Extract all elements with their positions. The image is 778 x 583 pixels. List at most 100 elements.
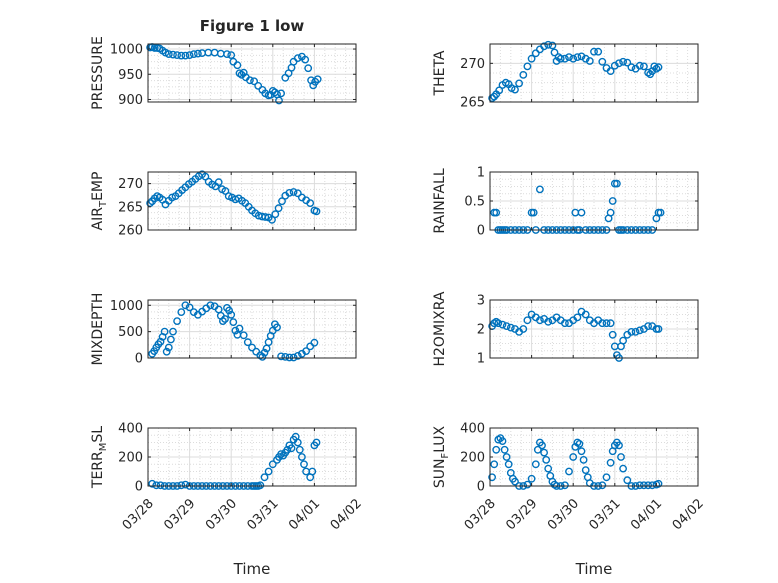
data-point [181, 301, 190, 310]
data-point [306, 199, 315, 208]
data-point [164, 343, 173, 352]
data-point [654, 479, 663, 488]
data-point [295, 445, 304, 454]
data-point [577, 447, 586, 456]
data-point [569, 453, 578, 461]
subplot-2: 260 265 270 AIRTEMP [90, 170, 357, 239]
y-tick-label: 0.5 [464, 195, 485, 210]
data-point [293, 54, 302, 62]
data-point [223, 50, 231, 58]
data-point [277, 89, 285, 98]
data-point [529, 208, 538, 217]
data-point [490, 460, 499, 469]
data-point [627, 63, 636, 72]
data-point [156, 481, 165, 490]
data-point [565, 53, 573, 61]
y-axis-label: AIRTEMP [90, 172, 109, 231]
data-point [214, 178, 223, 187]
data-point [275, 96, 283, 105]
data-point [193, 49, 202, 58]
data-point [619, 57, 627, 66]
data-point [619, 336, 627, 345]
data-point [523, 316, 532, 325]
y-tick-label: 900 [118, 93, 143, 108]
data-point [504, 460, 513, 469]
data-point [281, 352, 290, 361]
y-axis-label: SUNFLUX [432, 425, 451, 488]
data-point [260, 473, 269, 482]
y-tick-label: 0 [135, 352, 143, 367]
axes-background [148, 300, 356, 358]
data-point [540, 42, 548, 51]
data-point [581, 466, 590, 474]
data-point [654, 63, 663, 72]
data-point [245, 76, 254, 85]
data-point [185, 51, 194, 59]
y-tick-label: 2 [477, 323, 485, 338]
data-point [261, 213, 270, 221]
data-point [301, 55, 310, 64]
y-axis-label: THETA [432, 50, 448, 96]
data-point [635, 326, 644, 335]
y-tick-label: 265 [118, 200, 143, 215]
data-point [173, 51, 182, 59]
data-point [181, 51, 190, 60]
data-point [169, 50, 177, 59]
data-series [488, 40, 663, 103]
data-point [293, 438, 302, 447]
y-tick-label: 200 [118, 451, 143, 466]
data-point [492, 445, 501, 454]
y-axis-label: MIXDEPTH [90, 293, 106, 366]
data-point [538, 441, 546, 450]
data-point [177, 51, 186, 60]
data-point [619, 464, 627, 473]
y-tick-label: 1 [477, 352, 485, 367]
data-point [310, 338, 319, 347]
data-series [146, 170, 321, 224]
data-point [285, 188, 294, 197]
data-point [585, 57, 594, 65]
data-point [579, 455, 588, 464]
data-point [164, 50, 173, 58]
data-point [150, 44, 159, 52]
y-tick-label: 0 [135, 480, 143, 495]
data-point [581, 54, 590, 63]
data-point [162, 347, 171, 356]
subplot-0: 900 950 1000 PRESSURE [90, 36, 357, 110]
data-point [231, 326, 240, 335]
data-point [635, 481, 644, 490]
data-point [544, 40, 553, 49]
data-point [185, 303, 194, 312]
data-point [573, 313, 582, 322]
data-point [248, 343, 256, 352]
data-point [542, 455, 551, 464]
x-axis-label: Time [575, 560, 613, 578]
data-point [173, 317, 182, 325]
data-point [644, 481, 652, 490]
y-tick-label: 270 [118, 177, 143, 192]
data-point [297, 453, 306, 461]
data-point [544, 317, 553, 326]
y-tick-label: 1000 [110, 299, 143, 314]
y-tick-label: 1000 [110, 43, 143, 58]
data-point [527, 474, 536, 483]
data-point [277, 352, 285, 361]
data-point [243, 338, 252, 347]
data-point [544, 464, 553, 473]
data-series [146, 43, 322, 105]
data-point [561, 319, 569, 328]
data-point [577, 208, 586, 217]
y-tick-label: 270 [460, 57, 485, 72]
data-point [615, 59, 623, 68]
data-point [608, 197, 617, 205]
data-point [598, 481, 607, 490]
data-point [531, 460, 540, 469]
data-point [656, 208, 665, 217]
data-point [268, 215, 276, 224]
data-point [540, 448, 548, 457]
data-point [623, 476, 632, 485]
y-tick-label: 950 [118, 68, 143, 83]
data-point [308, 467, 317, 476]
data-point [519, 71, 528, 79]
axes-box [147, 171, 357, 231]
